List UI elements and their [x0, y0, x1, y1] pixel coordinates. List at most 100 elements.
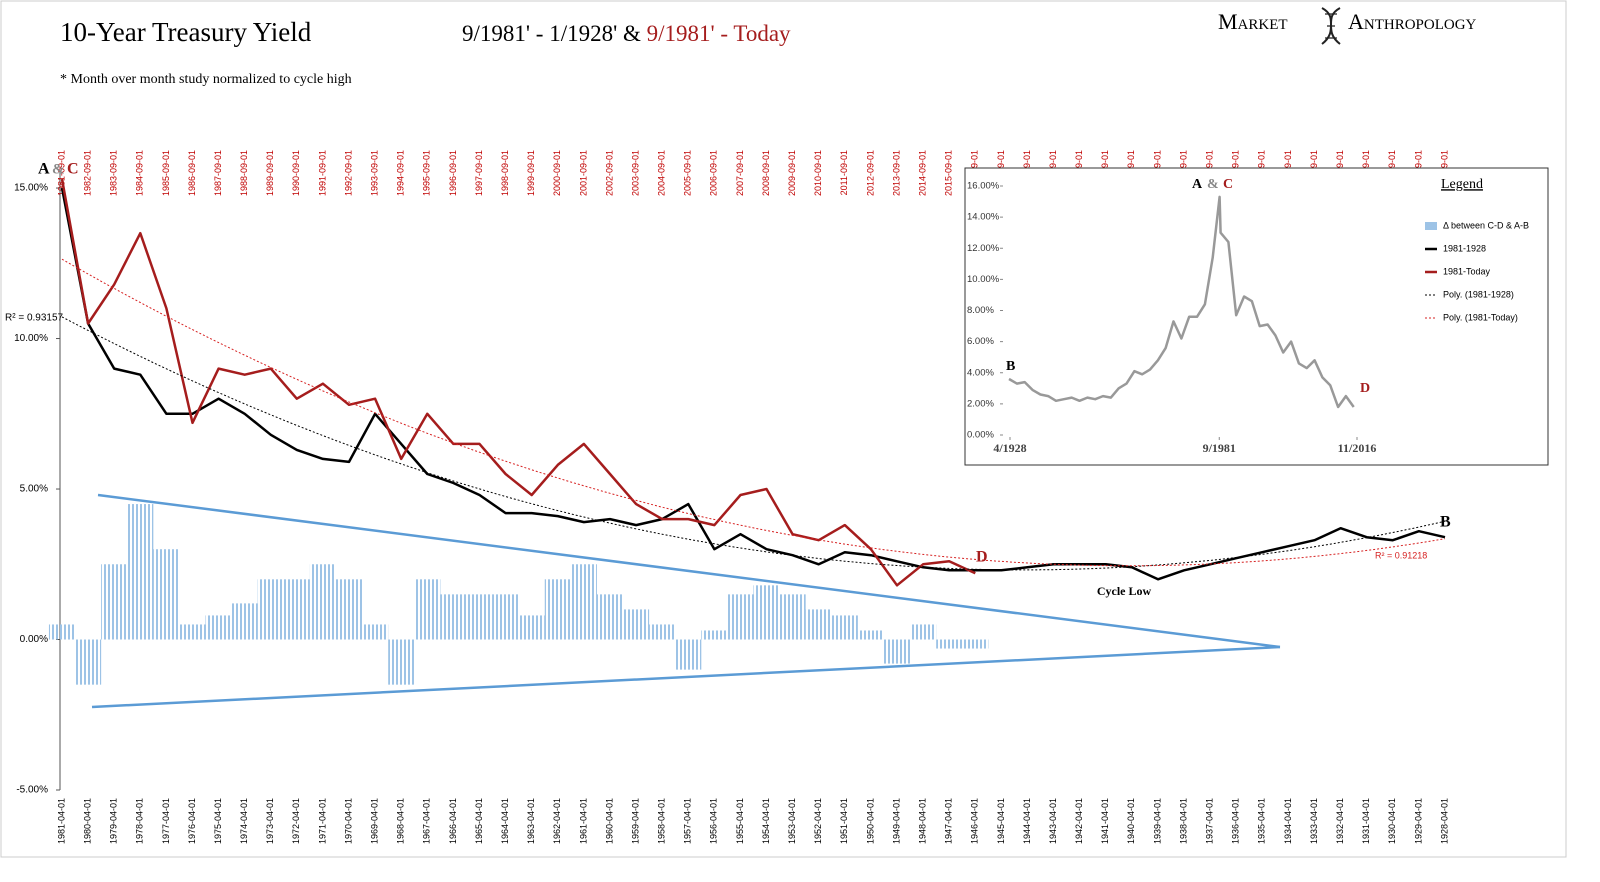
x-tick-label-bottom: 1981-04-01: [56, 798, 66, 844]
x-tick-label-bottom: 1957-04-01: [683, 798, 693, 844]
x-tick-label-bottom: 1945-04-01: [996, 798, 1006, 844]
chart-subtitle: 9/1981' - 1/1928' & 9/1981' - Today: [462, 21, 791, 46]
x-tick-label-bottom: 1968-04-01: [396, 798, 406, 844]
x-tick-label-bottom: 1977-04-01: [161, 798, 171, 844]
x-tick-label-top: 2009-09-01: [787, 150, 797, 196]
legend-label: 1981-1928: [1443, 243, 1486, 253]
bar: [805, 609, 832, 640]
bar: [518, 615, 545, 640]
x-tick-label-top: 2008-09-01: [761, 150, 771, 196]
y-tick-label: 10.00%: [14, 333, 48, 344]
x-tick-label-bottom: 1948-04-01: [917, 798, 927, 844]
bar: [257, 579, 284, 640]
bar: [440, 594, 467, 640]
inset-plot: 0.00% 2.00% 4.00% 6.00% 8.00% 10.00% 12.00% 14.…: [967, 181, 1529, 455]
x-tick-label-top: 2015-09-01: [944, 150, 954, 196]
x-tick-label-top: 1994-09-01: [396, 150, 406, 196]
x-tick-label-bottom: 1936-04-01: [1231, 798, 1241, 844]
bar: [883, 639, 911, 664]
bar: [362, 624, 389, 640]
annotation: &: [52, 161, 65, 177]
legend-swatch: [1425, 222, 1437, 230]
x-tick-label-bottom: 1938-04-01: [1178, 798, 1188, 844]
x-tick-label-top: 1992-09-01: [343, 150, 353, 196]
x-tick-label-bottom: 1939-04-01: [1152, 798, 1162, 844]
x-tick-label-top: 2002-09-01: [604, 150, 614, 196]
x-tick-label-bottom: 1975-04-01: [213, 798, 223, 844]
y-tick-label: 2.00%: [967, 398, 994, 409]
x-tick-label-bottom: 1950-04-01: [865, 798, 875, 844]
x-tick-label-bottom: 1946-04-01: [970, 798, 980, 844]
annotation: &: [1207, 177, 1219, 192]
x-tick-label-bottom: 1929-04-01: [1413, 798, 1423, 844]
subtitle-part: 9/1981' - 1/1928' &: [462, 21, 641, 46]
annotation: B: [1006, 359, 1015, 374]
bar: [153, 549, 180, 640]
x-tick-label-bottom: 1947-04-01: [944, 798, 954, 844]
bar: [388, 639, 415, 685]
bar: [831, 615, 858, 640]
x-tick-label-top: 2013-09-01: [891, 150, 901, 196]
bar: [649, 624, 676, 640]
annotation: C: [67, 161, 79, 178]
x-tick-label-bottom: 1965-04-01: [474, 798, 484, 844]
triangle: [91, 493, 1281, 709]
x-tick-label-bottom: 1971-04-01: [317, 798, 327, 844]
bar: [544, 579, 571, 640]
y-tick-label: 6.00%: [967, 336, 994, 347]
y-tick-label: 0.00%: [967, 430, 994, 441]
legend-title: Legend: [1441, 177, 1483, 192]
x-tick-label-bottom: 1978-04-01: [135, 798, 145, 844]
x-tick-label: 11/2016: [1338, 441, 1377, 455]
bar: [779, 594, 806, 640]
x-tick-label-bottom: 1961-04-01: [578, 798, 588, 844]
x-tick-label-bottom: 1963-04-01: [526, 798, 536, 844]
bar: [48, 624, 76, 640]
x-tick-label-top: 2003-09-01: [630, 150, 640, 196]
x-tick-label-bottom: 1962-04-01: [552, 798, 562, 844]
x-tick-label-top: 2010-09-01: [813, 150, 823, 196]
annotation: R² = 0.91218: [1375, 550, 1427, 560]
bar: [205, 615, 232, 640]
x-tick-label-bottom: 1979-04-01: [109, 798, 119, 844]
bar: [75, 639, 102, 685]
x-tick-label-bottom: 1943-04-01: [1048, 798, 1058, 844]
bar: [701, 630, 728, 640]
annotation: D: [976, 549, 988, 566]
x-tick-label-top: 1982-09-01: [82, 150, 92, 196]
annotation: R² = 0.93157: [5, 313, 64, 324]
annotation: A: [1192, 177, 1203, 192]
trendline: [61, 316, 1446, 571]
bar: [936, 639, 963, 649]
y-tick-label: 8.00%: [967, 305, 994, 316]
x-tick-label-bottom: 1967-04-01: [422, 798, 432, 844]
x-tick-label-top: 2012-09-01: [865, 150, 875, 196]
bar: [910, 624, 937, 640]
x-tick-label-bottom: 1972-04-01: [291, 798, 301, 844]
x-tick-label-top: 1998-09-01: [500, 150, 510, 196]
bar: [596, 594, 624, 640]
x-tick-label-bottom: 1937-04-01: [1205, 798, 1215, 844]
annotation: C: [1223, 177, 1233, 192]
x-tick-label-top: 2011-09-01: [839, 150, 849, 195]
bar: [101, 564, 128, 640]
x-tick-label-top: 1997-09-01: [474, 150, 484, 196]
bar: [570, 564, 597, 640]
x-tick-label-top: 1985-09-01: [161, 150, 171, 196]
x-tick-label-top: 1987-09-01: [213, 150, 223, 196]
chart-title: 10-Year Treasury Yield: [60, 17, 312, 47]
x-tick-label-bottom: 1933-04-01: [1309, 798, 1319, 844]
bar: [231, 603, 258, 640]
bar: [727, 594, 754, 640]
x-tick-label: 9/1981: [1203, 441, 1236, 455]
bar: [857, 630, 884, 640]
bar: [753, 585, 780, 640]
x-tick-label-top: 2007-09-01: [735, 150, 745, 196]
line: [60, 178, 976, 587]
x-tick-label-top: 1986-09-01: [187, 150, 197, 196]
x-tick-label: 4/1928: [993, 441, 1026, 455]
x-tick-label-bottom: 1953-04-01: [787, 798, 797, 844]
x-tick-label-bottom: 1932-04-01: [1335, 798, 1345, 844]
y-tick-label: 0.00%: [20, 634, 48, 645]
